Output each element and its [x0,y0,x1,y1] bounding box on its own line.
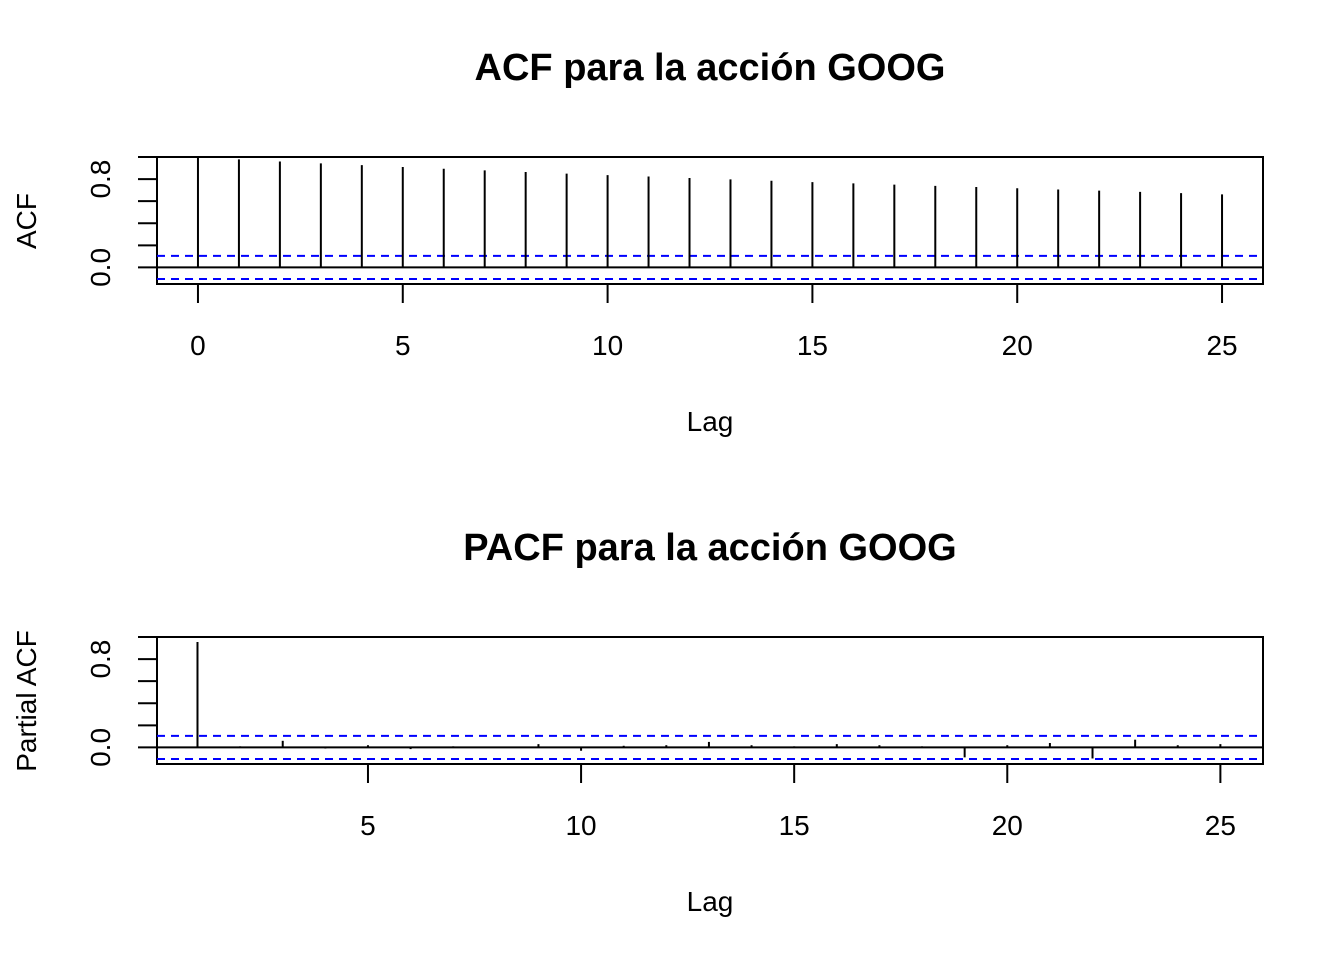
acf-x-tick-label-0: 0 [190,330,206,361]
acf-y-tick-label-4: 0.8 [85,160,116,199]
acf-x-tick-label-5: 5 [395,330,411,361]
acf-plot-frame [156,156,1264,285]
pacf-title: PACF para la acción GOOG [463,527,956,569]
pacf-marks: 5 10 15 20 25 0.0 0.8 [85,636,1264,841]
acf-x-tick-label-10: 10 [592,330,623,361]
acf-panel: ACF para la acción GOOG Lag ACF 0 5 10 15 20… [11,47,1264,437]
pacf-y-tick-label-4: 0.8 [85,640,116,679]
pacf-plot-frame [156,636,1264,765]
pacf-x-axis-label: Lag [687,886,734,917]
pacf-y-tick-label-0: 0.0 [85,728,116,767]
pacf-x-tick-label-25: 25 [1205,810,1236,841]
acf-x-tick-label-20: 20 [1002,330,1033,361]
pacf-x-tick-label-15: 15 [779,810,810,841]
pacf-panel: PACF para la acción GOOG Lag Partial ACF… [11,527,1264,917]
pacf-x-tick-label-10: 10 [565,810,596,841]
pacf-x-tick-label-20: 20 [992,810,1023,841]
acf-marks: 0 5 10 15 20 25 0.0 0.8 [85,156,1264,361]
acf-x-axis-label: Lag [687,406,734,437]
acf-title: ACF para la acción GOOG [475,47,946,89]
acf-x-tick-label-25: 25 [1206,330,1237,361]
acf-x-tick-label-15: 15 [797,330,828,361]
pacf-x-tick-label-5: 5 [360,810,376,841]
pacf-y-axis-label: Partial ACF [11,630,42,772]
acf-y-axis-label: ACF [11,193,42,249]
acf-y-tick-label-0: 0.0 [85,248,116,287]
